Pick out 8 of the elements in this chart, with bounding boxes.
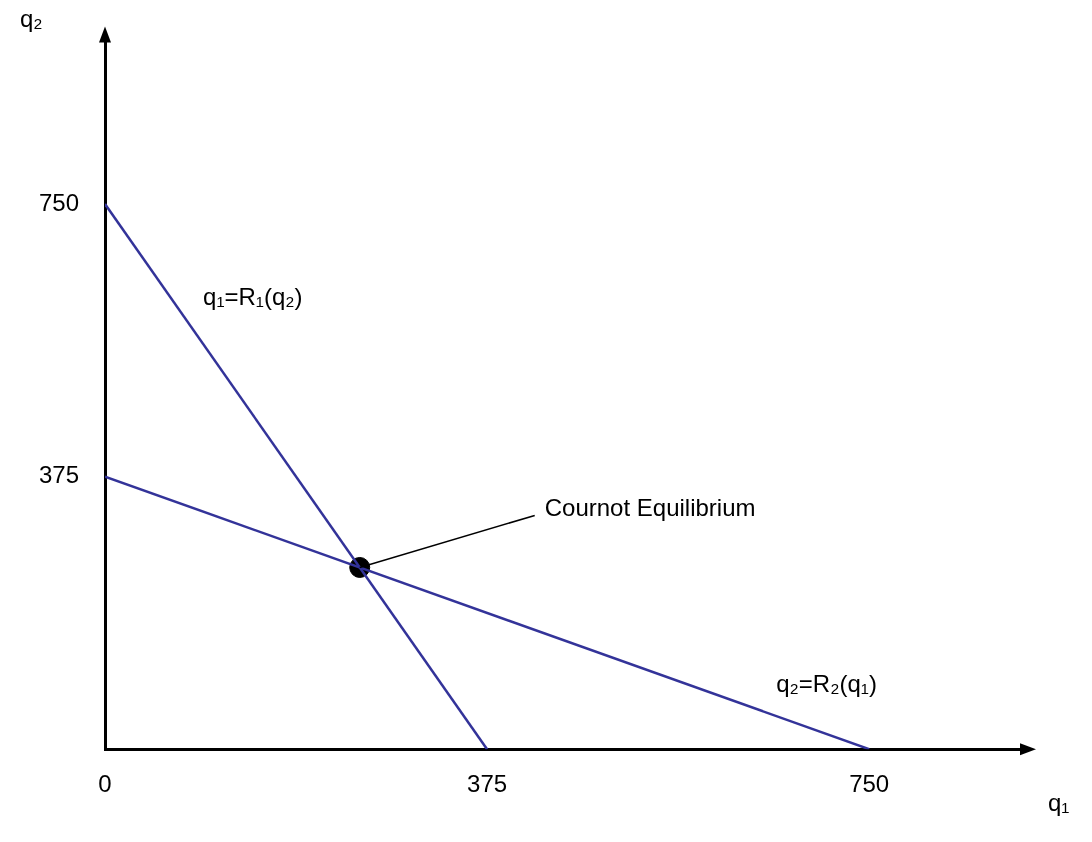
y-axis-title: q₂ [20,4,43,32]
x-tick-label: 375 [467,770,508,798]
x-axis-title: q₁ [1048,788,1070,816]
x-tick-label: 750 [849,770,890,798]
series-label: q₁=R₁(q₂) [203,282,303,310]
x-tick-label: 0 [98,770,112,798]
annotation: Cournot Equilibrium [544,494,756,522]
series-label: q₂=R₂(q₁) [776,669,877,697]
